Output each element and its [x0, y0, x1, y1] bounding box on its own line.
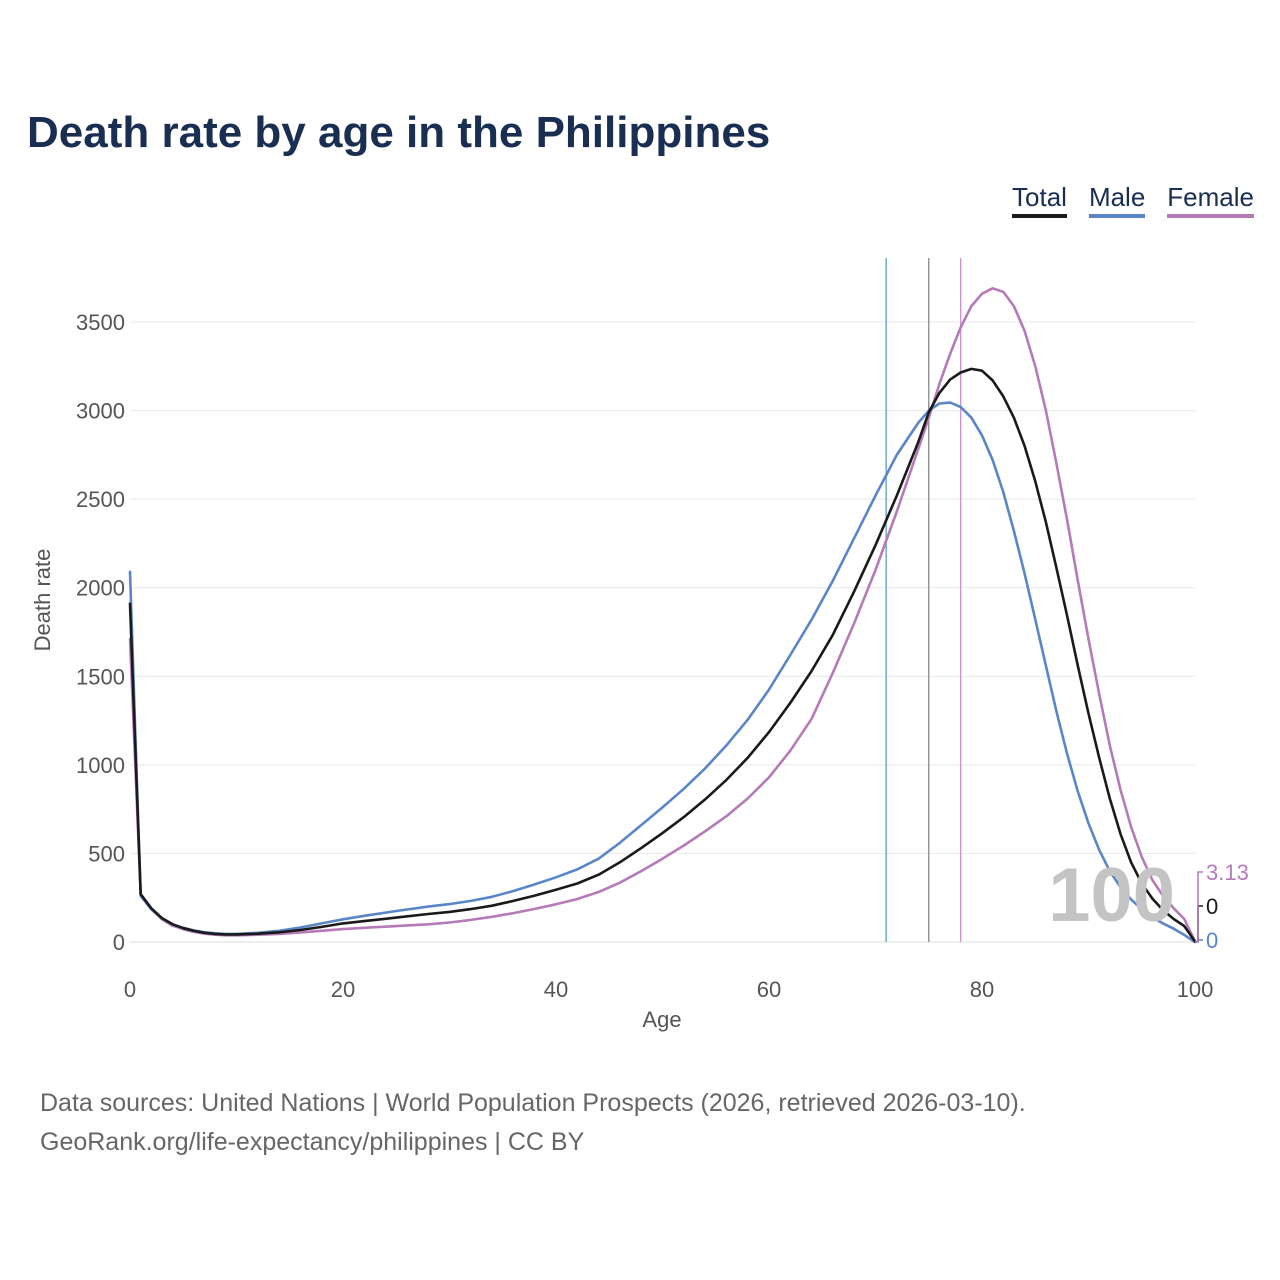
watermark-year: 100	[1048, 853, 1175, 938]
legend-item-female[interactable]: Female	[1167, 182, 1254, 218]
x-tick-label: 100	[1177, 977, 1214, 1002]
x-tick-label: 40	[544, 977, 568, 1002]
legend-item-total[interactable]: Total	[1012, 182, 1067, 218]
series-line-total	[128, 367, 1197, 943]
y-tick-label: 500	[88, 841, 125, 866]
y-tick-label: 3500	[76, 310, 125, 335]
end-label-total: 0	[1206, 894, 1218, 919]
x-tick-label: 60	[757, 977, 781, 1002]
legend: Total Male Female	[1012, 182, 1254, 218]
source-line-2[interactable]: GeoRank.org/life-expectancy/philippines …	[40, 1128, 585, 1156]
y-axis-title: Death rate	[30, 549, 55, 652]
y-tick-label: 2000	[76, 576, 125, 601]
y-tick-label: 3000	[76, 399, 125, 424]
source-line-1: Data sources: United Nations | World Pop…	[40, 1089, 1026, 1117]
x-tick-label: 20	[331, 977, 355, 1002]
x-tick-label: 0	[124, 977, 136, 1002]
end-label-male: 0	[1206, 928, 1218, 953]
end-leader-total	[1195, 905, 1203, 943]
x-tick-label: 80	[970, 977, 994, 1002]
end-leader-female	[1195, 871, 1203, 943]
source-note: Data sources: United Nations | World Pop…	[40, 1084, 1026, 1162]
y-tick-label: 1500	[76, 664, 125, 689]
y-tick-label: 2500	[76, 487, 125, 512]
legend-item-male[interactable]: Male	[1088, 182, 1146, 218]
y-tick-label: 0	[113, 930, 125, 955]
y-tick-label: 1000	[76, 753, 125, 778]
chart-title: Death rate by age in the Philippines	[27, 108, 771, 157]
end-label-female: 3.13	[1206, 860, 1249, 885]
x-axis-title: Age	[642, 1007, 681, 1032]
